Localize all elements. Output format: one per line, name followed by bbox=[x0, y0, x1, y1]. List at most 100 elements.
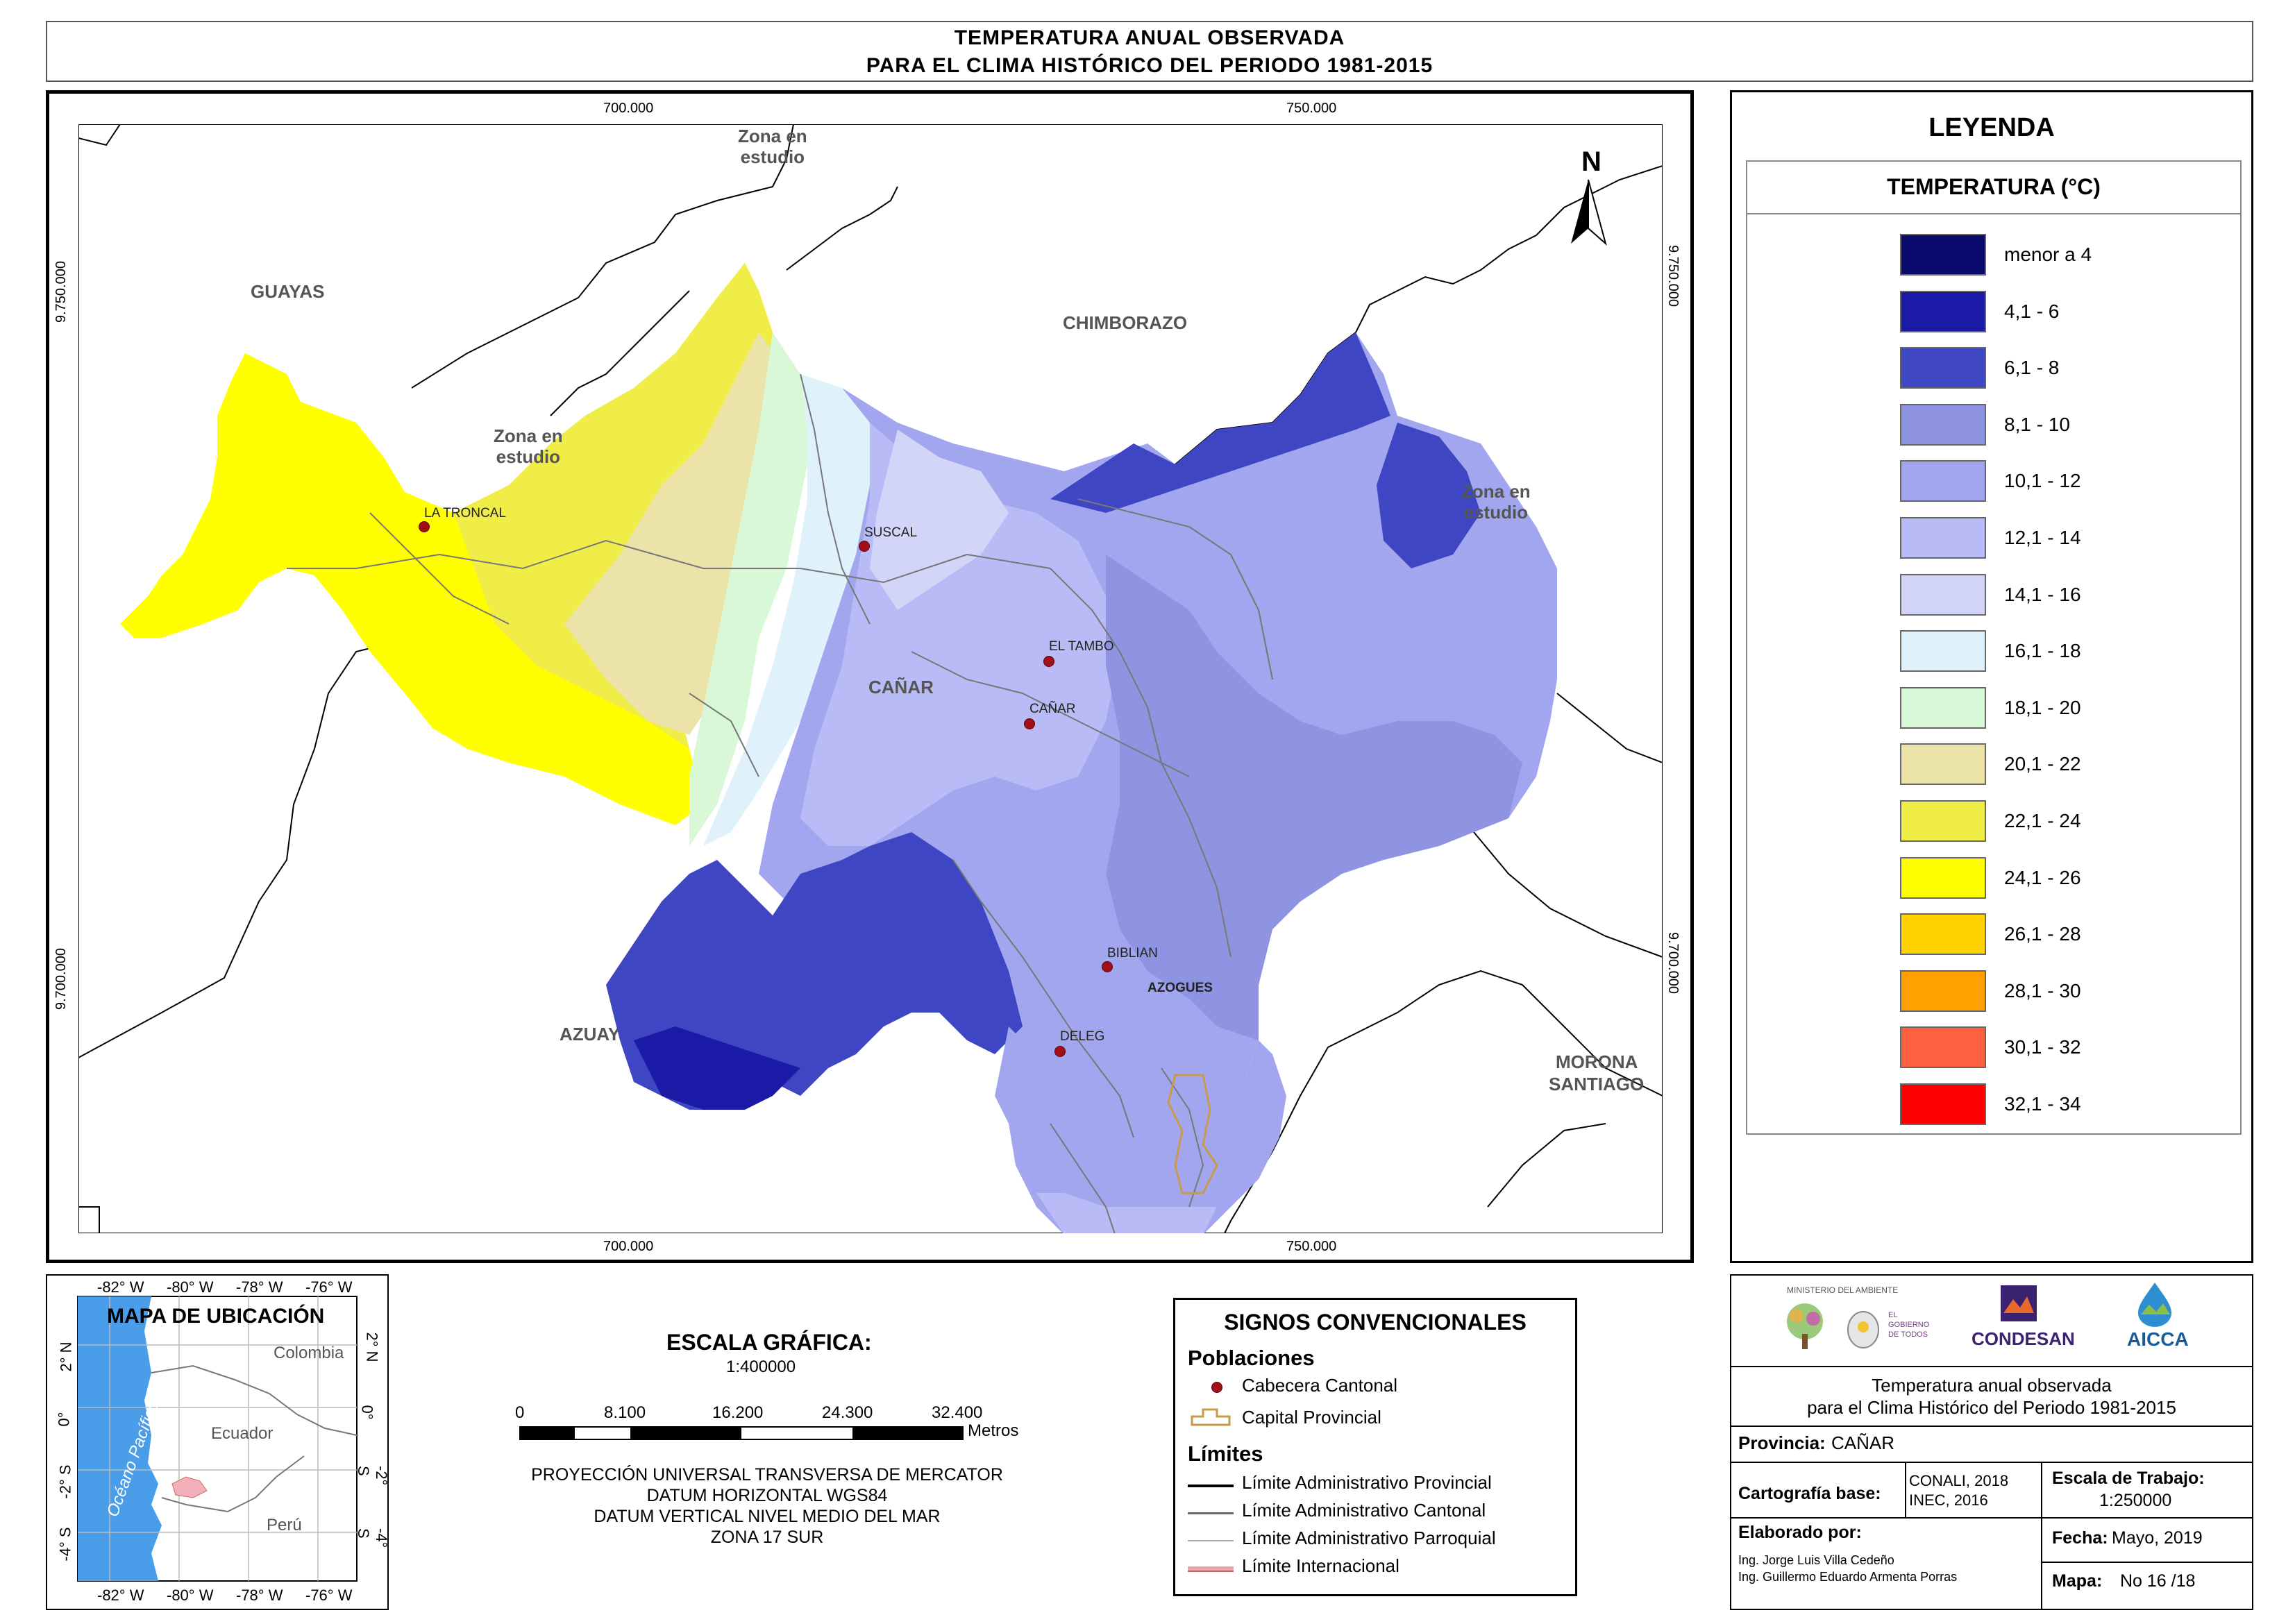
town-deleg: DELEG bbox=[1060, 1029, 1105, 1044]
legend-title: LEYENDA bbox=[1928, 113, 2055, 142]
legend-swatch bbox=[1900, 517, 1986, 559]
north-arrow bbox=[1571, 179, 1607, 246]
zona-estudio-top: Zona en estudio bbox=[738, 126, 807, 167]
map-title-line-2: PARA EL CLIMA HISTÓRICO DEL PERIODO 1981… bbox=[866, 54, 1434, 77]
scale-area: ESCALA GRÁFICA: 1:400000 0 8.100 16.200 … bbox=[486, 1305, 1041, 1603]
projection-line-1: PROYECCIÓN UNIVERSAL TRANSVERSA DE MERCA… bbox=[531, 1465, 1003, 1485]
projection-line-3: DATUM VERTICAL NIVEL MEDIO DEL MAR bbox=[594, 1507, 941, 1526]
legend-label: 32,1 - 34 bbox=[2004, 1093, 2081, 1115]
location-map-title: MAPA DE UBICACIÓN bbox=[107, 1305, 325, 1328]
town-dot-suscal bbox=[859, 541, 870, 552]
region-morona: MORONA bbox=[1556, 1051, 1638, 1072]
signos-poblaciones: Poblaciones bbox=[1188, 1346, 1315, 1370]
town-canar: CAÑAR bbox=[1029, 702, 1076, 716]
coord-bottom-700: 700.000 bbox=[603, 1239, 654, 1254]
town-azogues: AZOGUES bbox=[1148, 981, 1213, 995]
legend-label: 4,1 - 6 bbox=[2004, 300, 2060, 322]
coord-top-700: 700.000 bbox=[603, 101, 654, 116]
legend-swatch bbox=[1900, 290, 1986, 332]
signos-capital: Capital Provincial bbox=[1242, 1407, 1381, 1428]
town-dot-deleg bbox=[1054, 1046, 1066, 1057]
legend-subtitle: TEMPERATURA (°C) bbox=[1887, 174, 2101, 199]
aicca-drop-icon bbox=[2138, 1283, 2171, 1327]
logo-aicca-text: AICCA bbox=[2127, 1328, 2189, 1350]
ministerio-tree-icon bbox=[1787, 1303, 1823, 1349]
lon-top-76: -76° W bbox=[305, 1278, 353, 1296]
legend-swatch bbox=[1900, 913, 1986, 956]
signos-cantonal: Límite Administrativo Cantonal bbox=[1242, 1500, 1486, 1521]
zona-estudio-east: Zona en estudio bbox=[1461, 481, 1531, 523]
condesan-logo-icon bbox=[2001, 1285, 2037, 1321]
town-biblian: BIBLIAN bbox=[1107, 946, 1158, 961]
logo-gobierno-text: EL GOBIERNO DE TODOS bbox=[1888, 1311, 1930, 1339]
lat-right-0: 0° bbox=[358, 1405, 376, 1420]
legend-label: 14,1 - 16 bbox=[2004, 583, 2081, 605]
signos-cabecera: Cabecera Cantonal bbox=[1242, 1375, 1398, 1396]
legend-label: 8,1 - 10 bbox=[2004, 413, 2070, 435]
provincia-label: Provincia: bbox=[1738, 1432, 1826, 1453]
lat-left-4s: -4° S bbox=[56, 1527, 74, 1562]
symbol-provincial bbox=[1188, 1485, 1234, 1487]
legend-label: 28,1 - 30 bbox=[2004, 979, 2081, 1001]
autor-1: Ing. Jorge Luis Villa Cedeño bbox=[1738, 1553, 1894, 1567]
signos-panel: SIGNOS CONVENCIONALES Poblaciones Cabece… bbox=[1173, 1298, 1577, 1596]
lat-right-4s: -4° S bbox=[355, 1528, 390, 1548]
mapa-label: Mapa: bbox=[2052, 1571, 2103, 1591]
lon-bottom-82: -82° W bbox=[97, 1587, 144, 1604]
lat-left-2n: 2° N bbox=[57, 1342, 75, 1372]
signos-limites: Límites bbox=[1188, 1441, 1263, 1466]
map-title-line-1: TEMPERATURA ANUAL OBSERVADA bbox=[954, 26, 1345, 49]
lat-left-2s: -2° S bbox=[56, 1464, 74, 1499]
symbol-capital bbox=[1191, 1408, 1231, 1426]
zona-estudio-west: Zona en estudio bbox=[494, 425, 563, 467]
town-suscal: SUSCAL bbox=[864, 525, 918, 540]
lon-bottom-76: -76° W bbox=[305, 1587, 353, 1604]
title-box: TEMPERATURA ANUAL OBSERVADA PARA EL CLIM… bbox=[46, 21, 2253, 82]
capital-provincial-outline bbox=[1167, 1074, 1218, 1194]
legend-label: 16,1 - 18 bbox=[2004, 640, 2081, 662]
scale-tick-3: 24.300 bbox=[822, 1403, 873, 1422]
elaborado-label: Elaborado por: bbox=[1738, 1523, 1862, 1542]
signos-title: SIGNOS CONVENCIONALES bbox=[1224, 1310, 1527, 1335]
location-map-frame: MAPA DE UBICACIÓN -82° W -80° W -78° W -… bbox=[46, 1274, 390, 1610]
lon-top-80: -80° W bbox=[167, 1278, 214, 1296]
legend-label: 10,1 - 12 bbox=[2004, 470, 2081, 492]
country-colombia: Colombia bbox=[274, 1344, 344, 1362]
legend-swatch bbox=[1900, 630, 1986, 673]
escala-value: 1:250000 bbox=[2099, 1491, 2172, 1510]
legend-label: 18,1 - 20 bbox=[2004, 696, 2081, 718]
fecha-label: Fecha: bbox=[2052, 1528, 2108, 1548]
coord-top-750: 750.000 bbox=[1286, 101, 1337, 116]
country-peru: Perú bbox=[267, 1516, 302, 1534]
scale-bar bbox=[519, 1426, 964, 1440]
provincia-value: CAÑAR bbox=[1831, 1432, 1895, 1453]
legend-swatch bbox=[1900, 403, 1986, 446]
coord-left-9750000: 9.750.000 bbox=[53, 261, 69, 323]
escala-label: Escala de Trabajo: bbox=[2052, 1469, 2205, 1488]
symbol-internacional bbox=[1188, 1566, 1234, 1572]
scale-unit: Metros bbox=[968, 1421, 1019, 1440]
legend-label: 12,1 - 14 bbox=[2004, 527, 2081, 548]
signos-parroquial: Límite Administrativo Parroquial bbox=[1242, 1528, 1496, 1548]
projection-text: PROYECCIÓN UNIVERSAL TRANSVERSA DE MERCA… bbox=[486, 1464, 1048, 1548]
legend-label: 20,1 - 22 bbox=[2004, 753, 2081, 775]
legend-swatch bbox=[1900, 573, 1986, 616]
logo-ministerio-text: MINISTERIO DEL AMBIENTE bbox=[1787, 1285, 1899, 1295]
lat-right-2s: -2° S bbox=[355, 1466, 390, 1486]
town-dot-el-tambo bbox=[1043, 656, 1054, 667]
lat-left-0: 0° bbox=[55, 1412, 73, 1427]
legend-swatch bbox=[1900, 460, 1986, 502]
town-la-troncal: LA TRONCAL bbox=[424, 506, 506, 521]
lon-top-82: -82° W bbox=[97, 1278, 144, 1296]
town-el-tambo: EL TAMBO bbox=[1049, 639, 1114, 654]
legend-panel: LEYENDA TEMPERATURA (°C) menor a 4 4,1 - … bbox=[1730, 90, 2253, 1263]
scale-tick-2: 16.200 bbox=[712, 1403, 764, 1422]
town-dot-la-troncal bbox=[419, 521, 430, 532]
map-canvas bbox=[78, 124, 1663, 1233]
region-chimborazo: CHIMBORAZO bbox=[1063, 312, 1188, 333]
lat-right-2n: 2° N bbox=[363, 1332, 381, 1362]
legend-label: 26,1 - 28 bbox=[2004, 923, 2081, 945]
cantonal-boundaries bbox=[287, 373, 1273, 1233]
logo-condesan-text: CONDESAN bbox=[1972, 1328, 2075, 1349]
legend-swatch bbox=[1900, 686, 1986, 729]
